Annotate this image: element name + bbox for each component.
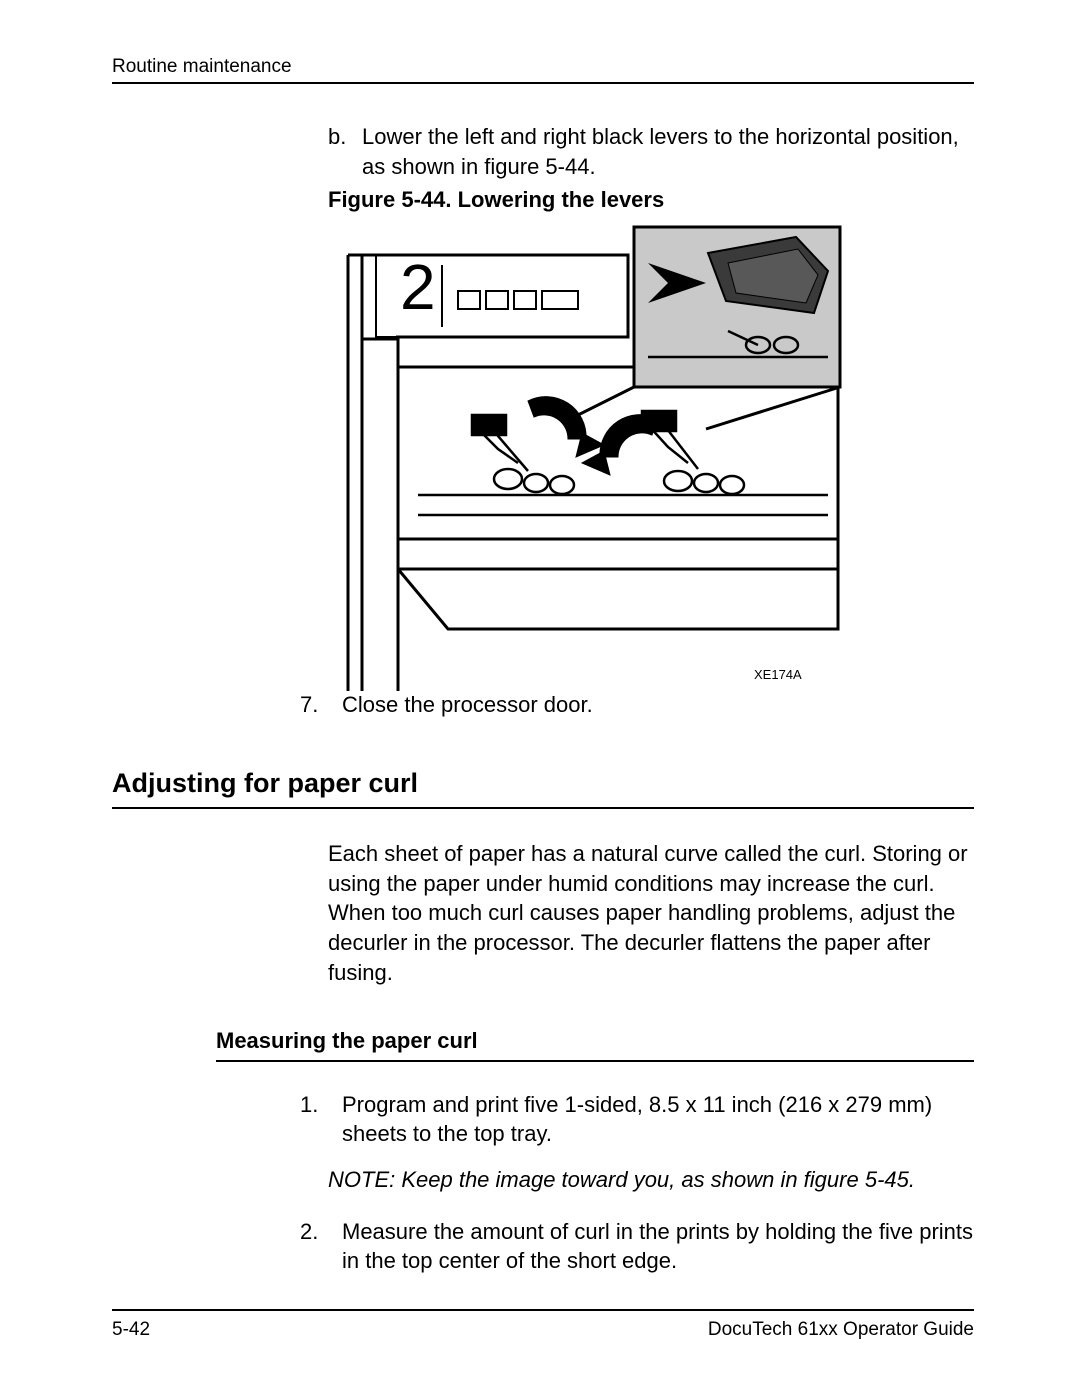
section-intro-paragraph: Each sheet of paper has a natural curve …: [328, 839, 974, 987]
list-marker: 7.: [300, 690, 328, 720]
figure-code: XE174A: [754, 667, 974, 682]
running-header: Routine maintenance: [112, 56, 974, 84]
list-marker: b.: [328, 122, 348, 181]
list-marker: 2.: [300, 1217, 328, 1276]
list-item-b: b. Lower the left and right black levers…: [328, 122, 974, 181]
doc-title: DocuTech 61xx Operator Guide: [708, 1319, 974, 1341]
page-footer: 5-42 DocuTech 61xx Operator Guide: [112, 1309, 974, 1341]
list-item-1: 1. Program and print five 1-sided, 8.5 x…: [300, 1090, 974, 1149]
section-heading: Adjusting for paper curl: [112, 768, 974, 809]
list-item-7: 7. Close the processor door.: [300, 690, 974, 720]
subsection-heading: Measuring the paper curl: [216, 1028, 974, 1062]
svg-text:2: 2: [400, 251, 436, 323]
figure-caption: Figure 5-44. Lowering the levers: [328, 187, 974, 213]
note-text: NOTE: Keep the image toward you, as show…: [328, 1165, 974, 1195]
list-item-text: Close the processor door.: [342, 690, 593, 720]
list-item-text: Lower the left and right black levers to…: [362, 122, 974, 181]
list-item-text: Program and print five 1-sided, 8.5 x 11…: [342, 1090, 974, 1149]
section-label: Routine maintenance: [112, 56, 292, 78]
list-marker: 1.: [300, 1090, 328, 1149]
list-item-2: 2. Measure the amount of curl in the pri…: [300, 1217, 974, 1276]
page-number: 5-42: [112, 1319, 150, 1341]
list-item-text: Measure the amount of curl in the prints…: [342, 1217, 974, 1276]
figure-5-44-diagram: 2: [328, 219, 842, 691]
